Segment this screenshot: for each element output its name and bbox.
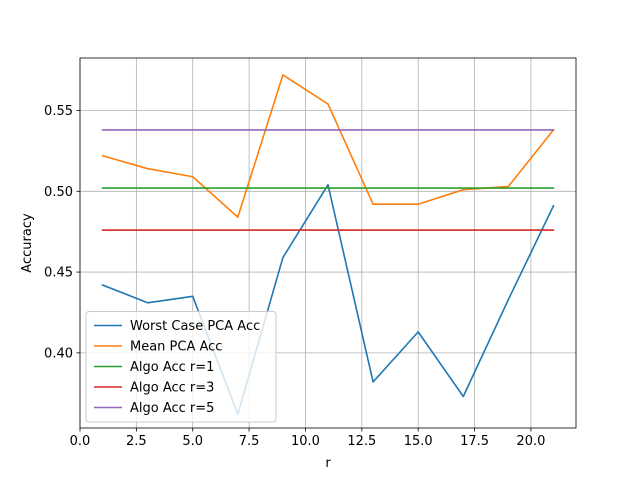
x-tick-label: 20.0 [516,434,545,449]
legend-label: Algo Acc r=5 [130,401,214,416]
legend: Worst Case PCA Acc Mean PCA Acc Algo Acc r… [85,311,277,423]
legend-label: Worst Case PCA Acc [130,319,260,334]
x-tick-label: 7.5 [239,434,260,449]
legend-box [85,311,277,423]
y-tick-label: 0.55 [44,104,73,119]
y-tick-label: 0.45 [44,266,73,281]
y-tick-label: 0.50 [44,185,73,200]
plot-frame [79,57,577,429]
x-tick-label: 0.0 [70,434,91,449]
y-axis: 0.40 0.45 0.50 0.55 [44,104,80,361]
series-group [101,74,555,416]
y-axis-label: Accuracy [20,213,35,273]
x-tick-label: 15.0 [404,434,433,449]
y-tick-label: 0.40 [44,346,73,361]
legend-label: Algo Acc r=3 [130,381,214,396]
legend-label: Mean PCA Acc [130,340,222,355]
x-tick-label: 5.0 [182,434,203,449]
x-axis-label: r [325,456,331,471]
x-axis: 0.0 2.5 5.0 7.5 10.0 12.5 15.0 17.5 20.0 [70,428,545,449]
x-tick-label: 12.5 [347,434,376,449]
x-tick-label: 17.5 [460,434,489,449]
series-line-worst-case-pca-acc [101,184,555,416]
x-tick-label: 10.0 [291,434,320,449]
grid [79,58,576,428]
x-tick-label: 2.5 [126,434,147,449]
legend-label: Algo Acc r=1 [130,360,214,375]
